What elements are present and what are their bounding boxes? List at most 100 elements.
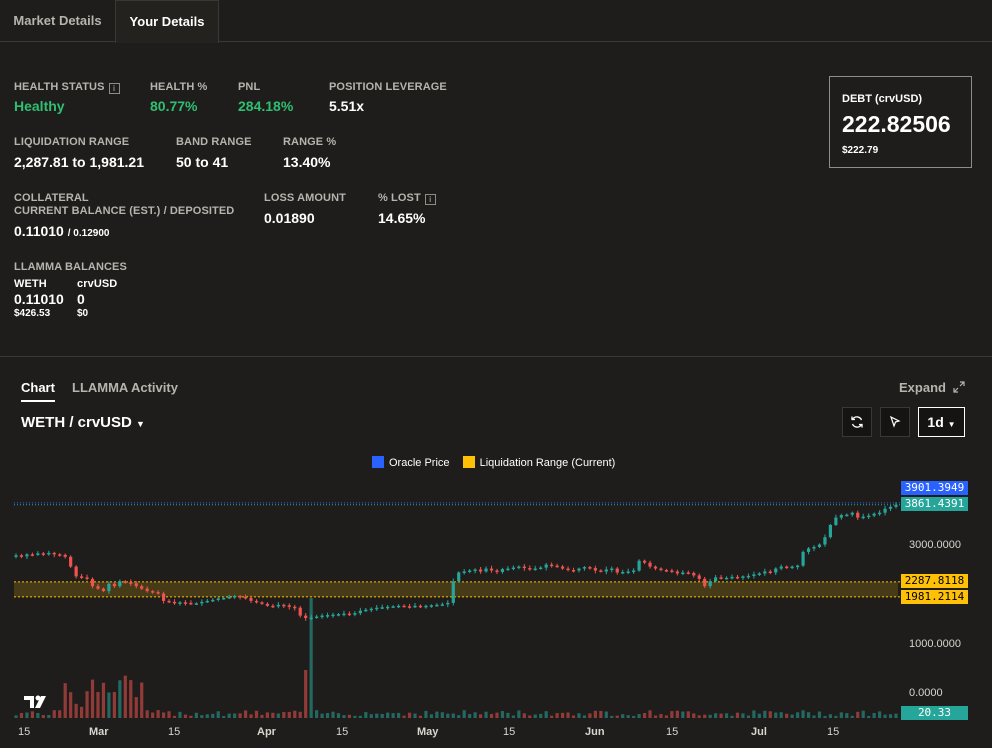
volume-bar — [424, 710, 428, 718]
candle-body — [719, 577, 723, 579]
volume-bar — [806, 712, 811, 718]
timeframe-select[interactable]: 1d ▼ — [918, 407, 965, 437]
liq-range-value: 2,287.81 to 1,981.21 — [14, 154, 144, 170]
candle-body — [211, 599, 215, 602]
candle-body — [730, 576, 734, 579]
volume-bar — [331, 711, 335, 718]
volume-bar — [861, 710, 865, 718]
volume-bar — [238, 713, 242, 718]
range-pct-label: RANGE % — [283, 136, 337, 148]
pair-label: WETH / crvUSD — [21, 414, 132, 431]
candle-body — [407, 606, 412, 608]
chevron-down-icon: ▼ — [947, 420, 956, 429]
pct-lost-label: % LOST i — [378, 192, 436, 205]
volume-bar — [796, 712, 800, 718]
candle-body — [457, 572, 461, 582]
volume-bar — [233, 713, 237, 718]
candle-body — [145, 588, 149, 592]
collateral-sub-label: CURRENT BALANCE (EST.) / DEPOSITED — [14, 205, 235, 217]
candle-body — [577, 568, 581, 571]
collateral-deposited: / 0.12900 — [67, 228, 110, 239]
volume-bar — [336, 713, 341, 718]
volume-bar — [320, 713, 324, 718]
crvusd-label: crvUSD — [77, 278, 118, 290]
y-tick-0: 0.0000 — [909, 687, 943, 699]
volume-bar — [134, 697, 138, 718]
candle-body — [506, 568, 510, 571]
candle-body — [320, 615, 324, 618]
candle-body — [653, 566, 658, 569]
volume-label: 20.33 — [901, 706, 968, 720]
collateral-current: 0.11010 — [14, 223, 64, 239]
volume-bar — [735, 712, 740, 718]
candle-body — [74, 566, 78, 577]
volume-bar — [315, 710, 319, 718]
candle-body — [686, 572, 690, 574]
volume-bar — [107, 692, 111, 718]
candle-body — [796, 565, 800, 568]
candle-body — [615, 568, 619, 573]
volume-bar — [599, 710, 603, 718]
volume-bar — [686, 711, 690, 718]
candle-body — [25, 554, 29, 557]
tab-your-details[interactable]: Your Details — [115, 0, 219, 43]
candle-body — [692, 572, 696, 576]
volume-bar — [478, 714, 483, 718]
cursor-button[interactable] — [880, 407, 910, 437]
volume-bar — [724, 713, 729, 718]
candle-body — [752, 574, 756, 576]
volume-bar — [63, 683, 67, 718]
volume-bar — [386, 712, 390, 718]
candle-body — [473, 569, 477, 572]
candle-body — [161, 593, 166, 601]
price-chart[interactable] — [0, 470, 992, 722]
volume-bar — [741, 713, 745, 718]
volume-bar — [271, 712, 275, 718]
tab-market-details[interactable]: Market Details — [13, 13, 102, 28]
candle-body — [544, 564, 548, 568]
candle-body — [560, 566, 565, 569]
candle-body — [599, 570, 603, 573]
volume-bar — [440, 712, 444, 718]
info-icon[interactable]: i — [108, 83, 120, 94]
tab-llamma-activity[interactable]: LLAMMA Activity — [72, 380, 178, 395]
candle-body — [216, 598, 220, 600]
volume-bar — [604, 711, 608, 718]
volume-bar — [588, 713, 592, 718]
volume-bar — [610, 715, 614, 718]
volume-bar — [577, 713, 581, 718]
volume-bar — [894, 713, 898, 718]
tab-chart[interactable]: Chart — [21, 380, 55, 402]
volume-bar — [850, 715, 854, 718]
candle-body — [178, 602, 182, 604]
legend-swatch-liquidation — [462, 456, 475, 468]
candle-body — [402, 605, 406, 608]
info-icon[interactable]: i — [424, 194, 436, 205]
candle-body — [342, 613, 346, 616]
debt-usd: $222.79 — [842, 145, 879, 156]
volume-bar — [397, 712, 401, 718]
candle-body — [140, 586, 144, 589]
pair-selector[interactable]: WETH / crvUSD ▼ — [21, 414, 145, 431]
candle-body — [446, 602, 450, 605]
volume-bar — [817, 711, 822, 718]
legend-swatch-oracle — [372, 456, 384, 468]
volume-bar — [90, 679, 95, 718]
candle-body — [418, 605, 423, 608]
candle-body — [517, 566, 521, 569]
x-tick: 15 — [666, 726, 679, 738]
refresh-button[interactable] — [842, 407, 872, 437]
expand-button[interactable]: Expand — [899, 380, 965, 395]
volume-bar — [265, 712, 270, 718]
volume-bar — [358, 715, 362, 718]
volume-bar — [457, 715, 461, 718]
x-tick: May — [417, 726, 439, 738]
volume-bar — [413, 713, 417, 718]
volume-bar — [752, 710, 756, 718]
volume-bar — [375, 713, 379, 718]
volume-bar — [52, 710, 56, 718]
volume-bar — [369, 714, 373, 718]
candle-body — [41, 553, 45, 555]
candle-body — [478, 569, 483, 572]
candle-body — [63, 554, 67, 557]
